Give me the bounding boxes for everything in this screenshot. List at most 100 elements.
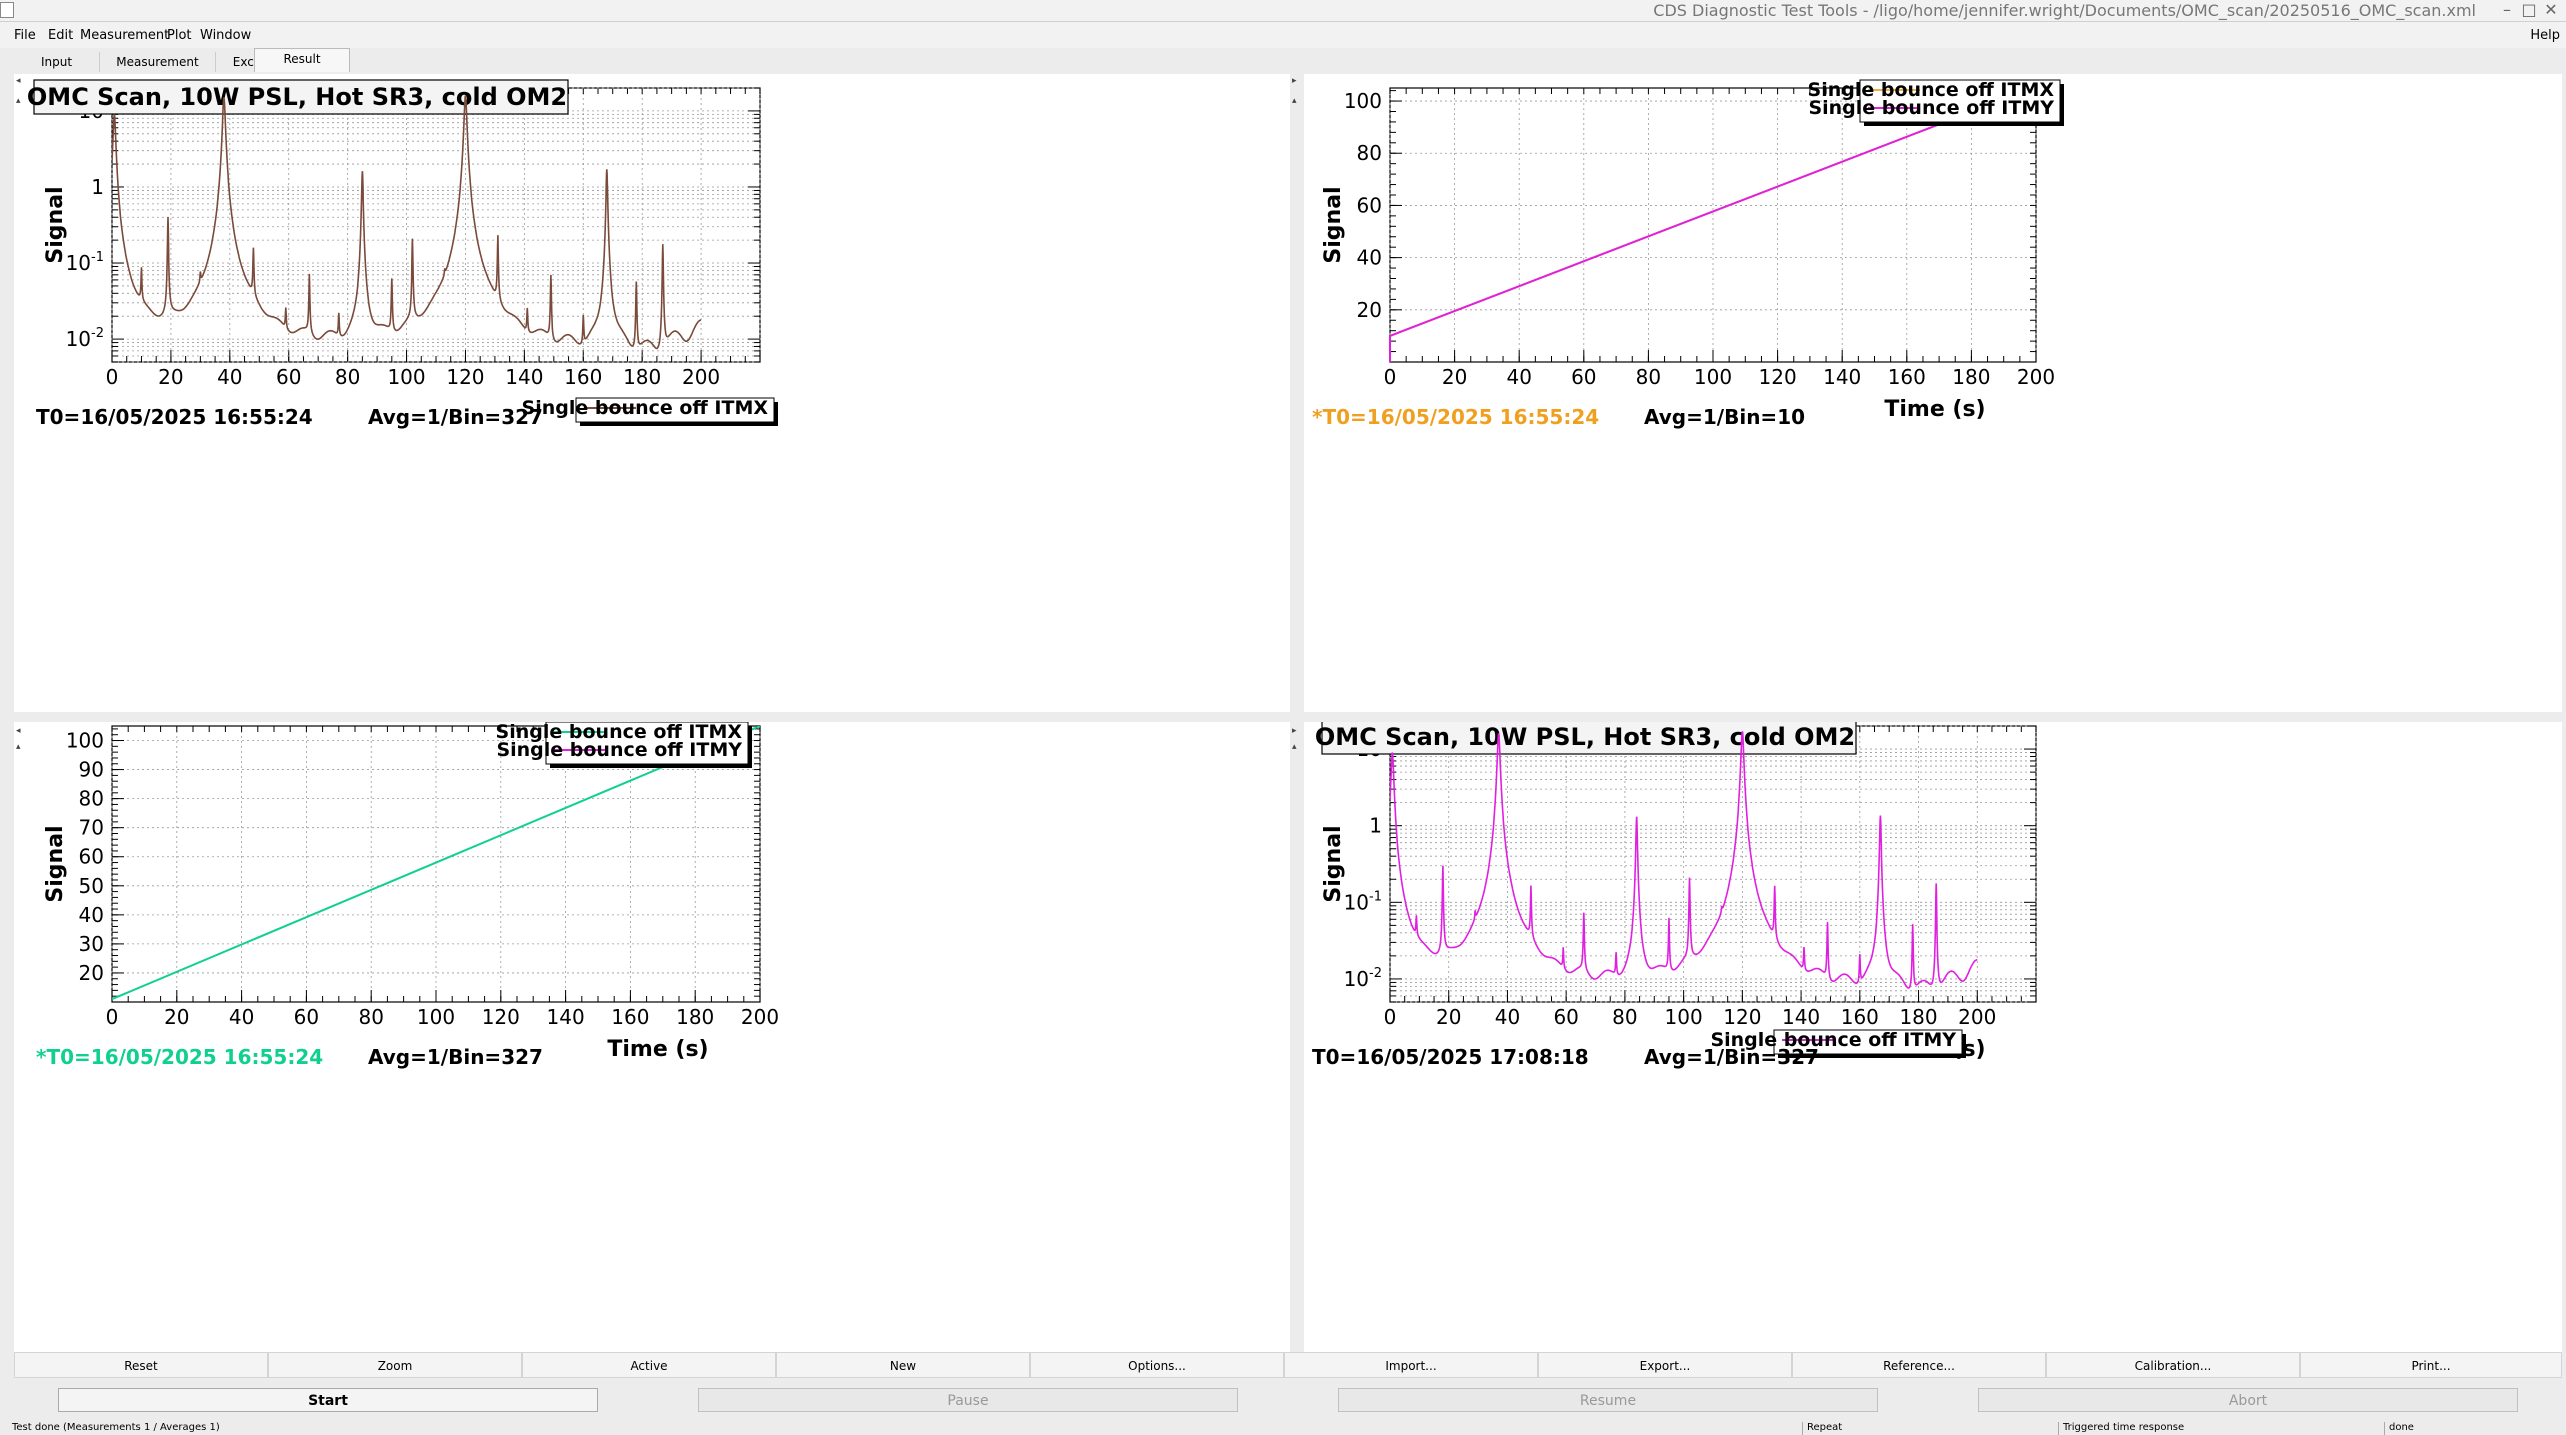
panel-collapse-icon[interactable]: ◂ xyxy=(16,76,21,86)
x-tick-label: 40 xyxy=(1495,1005,1520,1029)
maximize-icon[interactable]: □ xyxy=(2521,0,2537,19)
x-tick-label: 0 xyxy=(1384,365,1397,389)
run-controls: Start Pause Resume Abort xyxy=(0,1386,2566,1414)
t0-label: T0=16/05/2025 17:08:18 xyxy=(1312,1045,1589,1069)
x-tick-label: 80 xyxy=(1612,1005,1637,1029)
x-axis-label: Time (s) xyxy=(607,1037,708,1062)
reset-button[interactable]: Reset xyxy=(14,1352,268,1378)
y-tick-label: 20 xyxy=(1357,298,1382,322)
x-tick-label: 200 xyxy=(682,365,720,389)
legend-label: Single bounce off ITMX xyxy=(522,397,769,419)
menu-window[interactable]: Window xyxy=(200,28,252,43)
y-tick-label: 10-2 xyxy=(66,326,104,351)
import-button[interactable]: Import... xyxy=(1284,1352,1538,1378)
resume-button[interactable]: Resume xyxy=(1338,1388,1878,1412)
x-tick-label: 160 xyxy=(611,1005,649,1029)
y-tick-label: 60 xyxy=(79,845,104,869)
x-tick-label: 140 xyxy=(547,1005,585,1029)
plot-frame xyxy=(111,87,761,363)
y-tick-label: 1 xyxy=(1369,814,1382,838)
x-tick-label: 60 xyxy=(1553,1005,1578,1029)
status-mode: Triggered time response xyxy=(2058,1422,2384,1435)
chart-title: OMC Scan, 10W PSL, Hot SR3, cold OM2 xyxy=(1315,723,1855,751)
status-bar: Test done (Measurements 1 / Averages 1) … xyxy=(0,1420,2566,1435)
status-state: done xyxy=(2384,1422,2560,1435)
legend-box xyxy=(545,722,749,765)
plot-panel-top-right[interactable]: 0 20 40 60 80 100 120 140 160 180 200 20 40 60 80 100 Ti… xyxy=(1304,74,2562,712)
x-axis-label: Time (s) xyxy=(1884,397,1985,422)
abort-button[interactable]: Abort xyxy=(1978,1388,2518,1412)
panel-expand-icon[interactable]: ▴ xyxy=(16,96,21,106)
menu-bar: File Edit Measurement Plot Window Help xyxy=(0,22,2566,48)
y-tick-label: 100 xyxy=(66,729,104,753)
x-tick-label: 0 xyxy=(106,1005,119,1029)
legend-box xyxy=(1773,1029,1963,1055)
app-icon xyxy=(0,2,14,18)
plot-toolbar: Reset Zoom Active New Options... Import.… xyxy=(14,1352,2562,1378)
y-tick-label: 20 xyxy=(79,961,104,985)
menu-edit[interactable]: Edit xyxy=(48,28,74,43)
new-button[interactable]: New xyxy=(776,1352,1030,1378)
zoom-button[interactable]: Zoom xyxy=(268,1352,522,1378)
y-tick-label: 10-2 xyxy=(1344,966,1382,991)
x-tick-label: 160 xyxy=(1841,1005,1879,1029)
series-line-single-bounce-off-itmx xyxy=(112,95,702,350)
menu-help[interactable]: Help xyxy=(2530,28,2560,43)
plot-frame xyxy=(1389,725,2037,1003)
x-tick-label: 20 xyxy=(1442,365,1467,389)
plot-panel-top-left[interactable]: 02040608010012014016018020010-210-1110Ti… xyxy=(28,74,1290,712)
active-button[interactable]: Active xyxy=(522,1352,776,1378)
status-repeat: Repeat xyxy=(1802,1422,2058,1435)
chart-title: OMC Scan, 10W PSL, Hot SR3, cold OM2 xyxy=(28,83,567,111)
x-tick-label: 100 xyxy=(417,1005,455,1029)
tab-input[interactable]: Input xyxy=(14,52,100,72)
legend-label: Single bounce off ITMY xyxy=(1808,97,2054,119)
panel-expand-icon[interactable]: ▴ xyxy=(16,742,21,752)
x-tick-label: 180 xyxy=(623,365,661,389)
avg-bin-label: Avg=1/Bin=327 xyxy=(1644,1045,1819,1069)
x-tick-label: 200 xyxy=(2017,365,2055,389)
window-title: CDS Diagnostic Test Tools - /ligo/home/j… xyxy=(1653,1,2476,20)
y-tick-label: 30 xyxy=(79,932,104,956)
status-message: Test done (Measurements 1 / Averages 1) xyxy=(12,1422,220,1433)
panel-collapse-icon[interactable]: ◂ xyxy=(16,726,21,736)
legend-label: Single bounce off ITMY xyxy=(1710,1029,1956,1051)
horizontal-divider[interactable] xyxy=(14,712,2562,722)
y-tick-label: 50 xyxy=(79,874,104,898)
plot-panel-bottom-left[interactable]: 0 20 40 60 80 100 120 140 160 180 2002030405060708… xyxy=(28,722,1290,1352)
y-tick-label: 40 xyxy=(1357,246,1382,270)
y-tick-label: 40 xyxy=(79,903,104,927)
x-tick-label: 60 xyxy=(1571,365,1596,389)
y-tick-label: 90 xyxy=(79,758,104,782)
y-tick-label: 80 xyxy=(1357,141,1382,165)
tab-measurement[interactable]: Measurement xyxy=(100,52,216,72)
export-button[interactable]: Export... xyxy=(1538,1352,1792,1378)
panel-expand-icon[interactable]: ▴ xyxy=(1292,96,1297,106)
menu-file[interactable]: File xyxy=(14,28,36,43)
panel-expand-icon[interactable]: ▴ xyxy=(1292,742,1297,752)
panel-collapse-icon[interactable]: ▸ xyxy=(1292,726,1297,736)
reference-button[interactable]: Reference... xyxy=(1792,1352,2046,1378)
panel-collapse-icon[interactable]: ▸ xyxy=(1292,76,1297,86)
menu-plot[interactable]: Plot xyxy=(167,28,192,43)
x-tick-label: 0 xyxy=(106,365,119,389)
x-tick-label: 180 xyxy=(1899,1005,1937,1029)
y-tick-label: 70 xyxy=(79,816,104,840)
x-tick-label: 80 xyxy=(358,1005,383,1029)
x-tick-label: 80 xyxy=(335,365,360,389)
tab-result[interactable]: Result xyxy=(254,48,350,72)
options-button[interactable]: Options... xyxy=(1030,1352,1284,1378)
x-tick-label: 40 xyxy=(217,365,242,389)
x-tick-label: 120 xyxy=(1723,1005,1761,1029)
x-tick-label: 0 xyxy=(1384,1005,1397,1029)
print-button[interactable]: Print... xyxy=(2300,1352,2562,1378)
pause-button[interactable]: Pause xyxy=(698,1388,1238,1412)
calibration-button[interactable]: Calibration... xyxy=(2046,1352,2300,1378)
close-icon[interactable]: ✕ xyxy=(2544,0,2558,19)
plot-panel-bottom-right[interactable]: 02040608010012014016018020010-210-1110Ti… xyxy=(1304,722,2562,1352)
minimize-icon[interactable]: – xyxy=(2503,0,2511,19)
x-tick-label: 100 xyxy=(1665,1005,1703,1029)
x-tick-label: 120 xyxy=(482,1005,520,1029)
start-button[interactable]: Start xyxy=(58,1388,598,1412)
menu-measurement[interactable]: Measurement xyxy=(80,28,170,43)
